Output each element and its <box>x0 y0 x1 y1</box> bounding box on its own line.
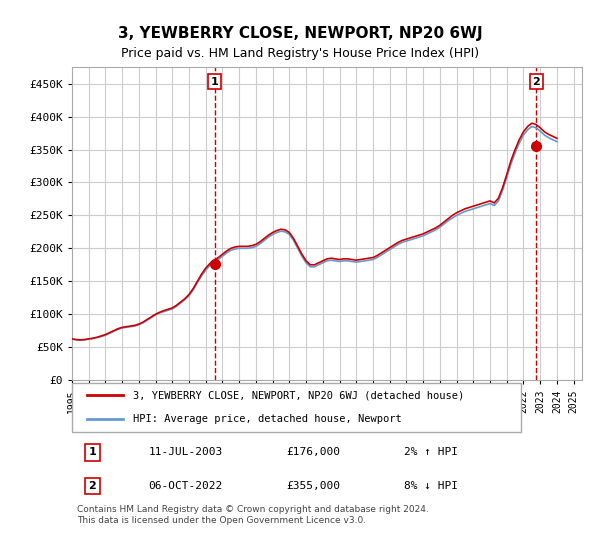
Text: 2: 2 <box>89 481 96 491</box>
Text: HPI: Average price, detached house, Newport: HPI: Average price, detached house, Newp… <box>133 414 402 424</box>
Text: 1: 1 <box>211 77 218 87</box>
Text: Price paid vs. HM Land Registry's House Price Index (HPI): Price paid vs. HM Land Registry's House … <box>121 46 479 60</box>
Text: 2: 2 <box>532 77 540 87</box>
Text: £176,000: £176,000 <box>286 447 340 458</box>
FancyBboxPatch shape <box>72 383 521 432</box>
Text: 06-OCT-2022: 06-OCT-2022 <box>149 481 223 491</box>
Text: 2% ↑ HPI: 2% ↑ HPI <box>404 447 458 458</box>
Text: £355,000: £355,000 <box>286 481 340 491</box>
Text: 3, YEWBERRY CLOSE, NEWPORT, NP20 6WJ: 3, YEWBERRY CLOSE, NEWPORT, NP20 6WJ <box>118 26 482 41</box>
Text: 1: 1 <box>89 447 96 458</box>
Text: 11-JUL-2003: 11-JUL-2003 <box>149 447 223 458</box>
Text: 8% ↓ HPI: 8% ↓ HPI <box>404 481 458 491</box>
Text: Contains HM Land Registry data © Crown copyright and database right 2024.
This d: Contains HM Land Registry data © Crown c… <box>77 506 429 525</box>
Text: 3, YEWBERRY CLOSE, NEWPORT, NP20 6WJ (detached house): 3, YEWBERRY CLOSE, NEWPORT, NP20 6WJ (de… <box>133 390 464 400</box>
